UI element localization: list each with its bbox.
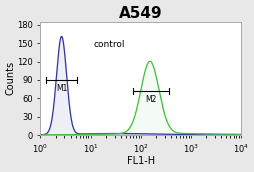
Y-axis label: Counts: Counts [6, 61, 15, 95]
Text: M1: M1 [56, 84, 67, 93]
Text: control: control [93, 40, 124, 49]
Title: A549: A549 [119, 6, 162, 21]
Text: M2: M2 [145, 95, 156, 104]
X-axis label: FL1-H: FL1-H [126, 157, 154, 166]
